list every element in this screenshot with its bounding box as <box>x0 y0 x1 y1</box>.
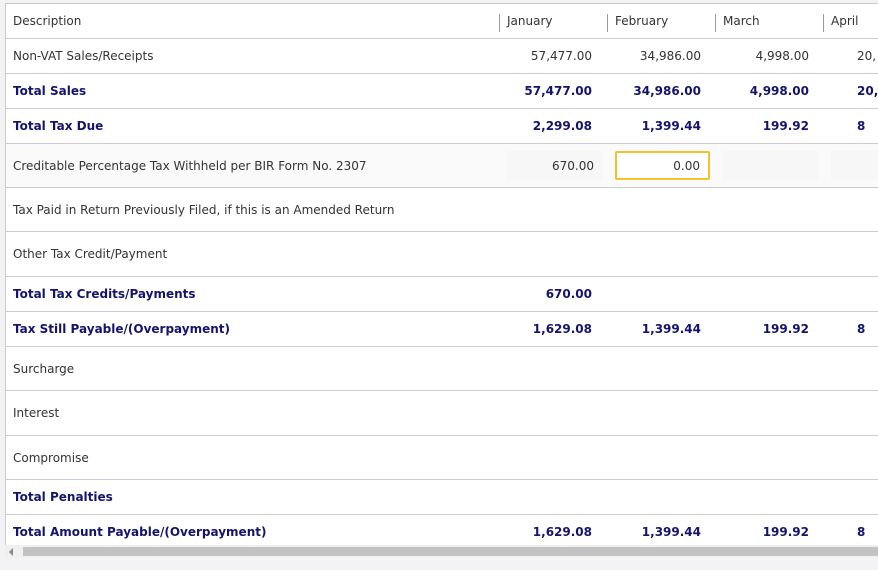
row-label: Creditable Percentage Tax Withheld per B… <box>13 158 367 173</box>
amount: 1,399.44 <box>641 525 701 539</box>
column-separator <box>499 14 500 32</box>
amount: 34,986.00 <box>639 49 701 63</box>
amount: 4,998.00 <box>749 84 809 98</box>
amount: 1,399.44 <box>641 322 701 336</box>
row-label: Total Amount Payable/(Overpayment) <box>13 525 267 539</box>
amount: 2,299.08 <box>532 119 592 133</box>
amount: 20, <box>857 84 878 98</box>
scroll-left[interactable] <box>9 548 13 556</box>
table-row: Total Penalties <box>6 480 878 515</box>
column-header[interactable]: February <box>615 14 669 28</box>
amount: 8 <box>857 322 866 336</box>
row-label: Total Tax Credits/Payments <box>13 287 196 301</box>
table-row: Tax Paid in Return Previously Filed, if … <box>6 188 878 232</box>
amount: 670.00 <box>545 287 592 301</box>
row-label: Compromise <box>13 450 89 465</box>
scroll-thumb[interactable] <box>23 547 878 556</box>
tax-grid: Description January February March April Non-… <box>5 3 878 546</box>
table-row: Tax Still Payable/(Overpayment) 1,629.08 1… <box>6 312 878 347</box>
table-row: Other Tax Credit/Payment <box>6 232 878 277</box>
amount: 199.92 <box>762 119 809 133</box>
row-label: Non-VAT Sales/Receipts <box>13 49 154 63</box>
table-row: Interest <box>6 391 878 436</box>
table-row: Non-VAT Sales/Receipts 57,477.00 34,986.00… <box>6 39 878 74</box>
amount: 199.92 <box>762 322 809 336</box>
amount: 199.92 <box>762 525 809 539</box>
amount: 1,399.44 <box>641 119 701 133</box>
row-label: Tax Paid in Return Previously Filed, if … <box>13 202 395 217</box>
table-row: Total Tax Credits/Payments 670.00 <box>6 277 878 312</box>
table-row: Total Tax Due 2,299.08 1,399.44 199.92 8 <box>6 109 878 144</box>
row-label: Other Tax Credit/Payment <box>13 247 168 261</box>
row-label: Interest <box>13 406 60 420</box>
column-separator <box>823 14 824 32</box>
amount: 57,477.00 <box>530 49 592 63</box>
amount: 20, <box>857 49 877 63</box>
amount: 4,998.00 <box>755 49 809 63</box>
column-header[interactable]: January <box>507 14 553 28</box>
table-row: Surcharge <box>6 347 878 391</box>
amount: 34,986.00 <box>633 84 701 98</box>
column-separator <box>715 14 716 32</box>
amount-input[interactable] <box>831 151 878 180</box>
table-row: Total Amount Payable/(Overpayment) 1,629.… <box>6 515 878 546</box>
row-label: Total Tax Due <box>13 119 104 133</box>
header-row: Description January February March April <box>6 4 878 39</box>
column-header[interactable]: Description <box>13 14 82 28</box>
horizontal-scrollbar[interactable] <box>5 545 878 558</box>
row-label: Surcharge <box>13 361 75 376</box>
amount: 8 <box>857 119 866 133</box>
column-header[interactable]: March <box>723 14 760 28</box>
column-header[interactable]: April <box>831 14 859 28</box>
table-row: Total Sales 57,477.00 34,986.00 4,998.00 20, <box>6 74 878 109</box>
amount: 1,629.08 <box>532 322 592 336</box>
amount-input[interactable]: 0.00 <box>615 151 710 180</box>
amount-input[interactable] <box>723 151 818 180</box>
amount: 57,477.00 <box>524 84 592 98</box>
row-label: Total Sales <box>13 84 87 98</box>
amount: 8 <box>857 525 866 539</box>
amount-input[interactable]: 670.00 <box>507 151 602 180</box>
amount: 1,629.08 <box>532 525 592 539</box>
row-label: Tax Still Payable/(Overpayment) <box>13 322 231 336</box>
column-separator <box>607 14 608 32</box>
row-label: Total Penalties <box>13 490 113 504</box>
table-row: Creditable Percentage Tax Withheld per B… <box>6 144 878 188</box>
table-row: Compromise <box>6 436 878 480</box>
